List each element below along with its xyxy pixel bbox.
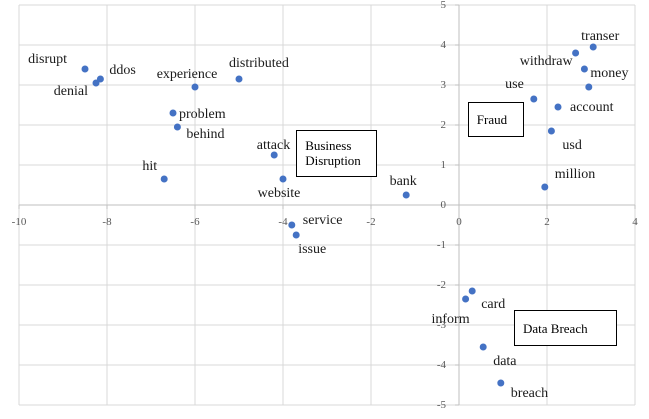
y-axis-tick-label: -2 bbox=[436, 279, 446, 291]
data-point bbox=[585, 83, 593, 91]
annotation-box-data-breach: Data Breach bbox=[514, 310, 617, 346]
y-axis-tick-label: -3 bbox=[436, 319, 446, 331]
point-label-breach: breach bbox=[510, 386, 549, 401]
point-label-service: service bbox=[302, 213, 343, 228]
data-point-attack bbox=[270, 151, 278, 159]
annotation-text: Disruption bbox=[305, 153, 361, 169]
data-point-card bbox=[468, 287, 476, 295]
data-point-withdraw bbox=[572, 49, 580, 57]
x-axis-tick-label: 2 bbox=[544, 216, 550, 228]
x-axis-tick-label: -10 bbox=[11, 216, 27, 228]
data-point-inform bbox=[462, 295, 470, 303]
x-axis-tick-label: -8 bbox=[102, 216, 112, 228]
data-point-website bbox=[279, 175, 287, 183]
data-point-bank bbox=[402, 191, 410, 199]
point-label-usd: usd bbox=[562, 138, 582, 153]
data-point-distributed bbox=[235, 75, 243, 83]
annotation-box-fraud: Fraud bbox=[467, 102, 525, 137]
data-point-issue bbox=[292, 231, 300, 239]
annotation-text: Business bbox=[305, 138, 352, 154]
y-axis-tick-label: -5 bbox=[436, 399, 446, 411]
data-point-denial bbox=[92, 79, 100, 87]
point-label-website: website bbox=[257, 186, 301, 201]
y-axis-tick-label: -4 bbox=[436, 359, 446, 371]
data-point-money bbox=[580, 65, 588, 73]
point-label-card: card bbox=[481, 297, 506, 312]
point-label-distributed: distributed bbox=[229, 56, 289, 71]
x-axis-tick-label: 4 bbox=[632, 216, 638, 228]
y-axis-tick-label: 5 bbox=[440, 0, 447, 11]
y-axis-tick-label: -1 bbox=[436, 239, 446, 251]
point-label-ddos: ddos bbox=[109, 63, 136, 78]
y-axis-tick-label: 0 bbox=[440, 199, 447, 211]
annotation-text: Data Breach bbox=[523, 320, 588, 336]
data-point-problem bbox=[169, 109, 177, 117]
x-axis-tick-label: -6 bbox=[190, 216, 200, 228]
point-label-behind: behind bbox=[186, 127, 225, 142]
data-point-service bbox=[288, 221, 296, 229]
data-point-breach bbox=[497, 379, 505, 387]
x-axis-tick-label: -2 bbox=[366, 216, 376, 228]
point-label-inform: inform bbox=[431, 312, 470, 327]
point-label-denial: denial bbox=[53, 84, 88, 99]
annotation-box-business-disruption: Business Disruption bbox=[296, 129, 378, 177]
point-label-issue: issue bbox=[298, 242, 327, 257]
annotation-text: Fraud bbox=[476, 112, 508, 127]
point-label-use: use bbox=[505, 77, 524, 92]
point-label-bank: bank bbox=[389, 174, 417, 189]
data-point-behind bbox=[173, 123, 181, 131]
point-label-attack: attack bbox=[256, 138, 291, 153]
x-axis-tick-label: -4 bbox=[278, 216, 288, 228]
data-point-disrupt bbox=[81, 65, 89, 73]
point-label-problem: problem bbox=[179, 107, 226, 122]
y-axis-tick-label: 3 bbox=[440, 79, 447, 91]
y-axis-tick-label: 1 bbox=[440, 159, 447, 171]
data-point-account bbox=[554, 103, 562, 111]
data-point-transer bbox=[589, 43, 597, 51]
data-point-million bbox=[541, 183, 549, 191]
data-point-usd bbox=[547, 127, 555, 135]
data-point-data bbox=[479, 343, 487, 351]
point-label-hit: hit bbox=[142, 159, 158, 174]
point-label-million: million bbox=[554, 167, 596, 182]
data-point-hit bbox=[160, 175, 168, 183]
point-label-experience: experience bbox=[156, 67, 218, 82]
data-point-use bbox=[530, 95, 538, 103]
point-label-disrupt: disrupt bbox=[28, 52, 67, 67]
point-label-withdraw: withdraw bbox=[519, 54, 573, 69]
data-point-experience bbox=[191, 83, 199, 91]
point-label-money: money bbox=[590, 66, 629, 81]
x-axis-tick-label: 0 bbox=[456, 216, 462, 228]
y-axis-tick-label: 4 bbox=[440, 39, 447, 51]
point-label-data: data bbox=[493, 354, 517, 369]
y-axis-tick-label: 2 bbox=[440, 119, 447, 131]
point-label-account: account bbox=[570, 100, 614, 115]
point-label-transer: transer bbox=[581, 29, 620, 44]
